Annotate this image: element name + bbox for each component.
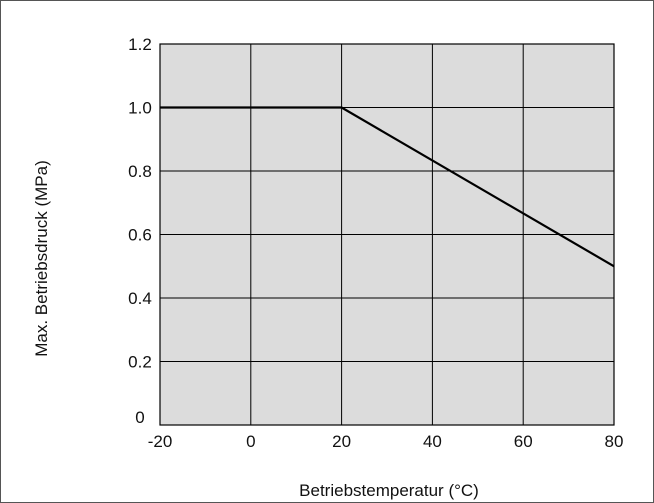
x-tick-label: 20 [332, 432, 351, 451]
x-tick-label: -20 [148, 432, 173, 451]
y-tick-label: 0.6 [128, 226, 152, 245]
y-tick-label: 0.4 [128, 289, 152, 308]
y-axis-label: Max. Betriebsdruck (MPa) [32, 160, 51, 357]
grid [159, 43, 615, 426]
y-tick-label: 0.8 [128, 162, 152, 181]
x-tick-label: 40 [423, 432, 442, 451]
x-axis-ticks: -20 0 20 40 60 80 [148, 432, 624, 451]
x-tick-label: 60 [514, 432, 533, 451]
y-axis-ticks: 0 0.2 0.4 0.6 0.8 1.0 1.2 [128, 35, 152, 427]
series-line [160, 106, 615, 268]
x-tick-label: 80 [605, 432, 624, 451]
y-tick-label: 1.2 [128, 35, 152, 54]
y-tick-label: 1.0 [128, 99, 152, 118]
x-tick-label: 0 [246, 432, 255, 451]
y-tick-label: 0.2 [128, 353, 152, 372]
y-tick-label: 0 [135, 408, 144, 427]
x-axis-label: Betriebstemperatur (°C) [299, 481, 479, 500]
